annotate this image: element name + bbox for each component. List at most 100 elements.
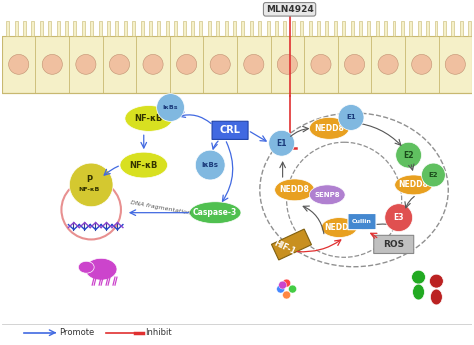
- Ellipse shape: [412, 284, 425, 300]
- Bar: [132, 21, 135, 36]
- Bar: [2, 36, 472, 93]
- Bar: [317, 21, 320, 36]
- Bar: [216, 21, 219, 36]
- Ellipse shape: [310, 185, 345, 205]
- Circle shape: [156, 93, 184, 121]
- Ellipse shape: [109, 55, 129, 74]
- Text: Inhibit: Inhibit: [145, 328, 172, 337]
- Bar: [351, 21, 354, 36]
- Text: E1: E1: [346, 115, 356, 120]
- Ellipse shape: [411, 55, 432, 74]
- Ellipse shape: [345, 55, 365, 74]
- Circle shape: [411, 270, 426, 284]
- Bar: [31, 21, 35, 36]
- Text: NEDD8: NEDD8: [399, 180, 428, 189]
- Bar: [208, 21, 211, 36]
- Circle shape: [269, 130, 294, 156]
- Ellipse shape: [378, 55, 398, 74]
- Ellipse shape: [310, 117, 349, 139]
- Text: IκBs: IκBs: [163, 105, 178, 110]
- Ellipse shape: [321, 218, 357, 237]
- Bar: [48, 21, 51, 36]
- Bar: [124, 21, 127, 36]
- Circle shape: [385, 204, 412, 231]
- Bar: [292, 21, 295, 36]
- Bar: [225, 21, 228, 36]
- Ellipse shape: [430, 289, 442, 305]
- Circle shape: [279, 281, 287, 289]
- Ellipse shape: [42, 55, 63, 74]
- Bar: [149, 21, 152, 36]
- Ellipse shape: [275, 179, 314, 201]
- Bar: [200, 21, 202, 36]
- Text: IκBs: IκBs: [202, 162, 219, 168]
- Bar: [241, 21, 245, 36]
- Bar: [99, 21, 101, 36]
- Circle shape: [338, 105, 364, 130]
- Bar: [57, 21, 60, 36]
- Ellipse shape: [125, 106, 173, 131]
- FancyBboxPatch shape: [348, 214, 376, 230]
- Bar: [367, 21, 370, 36]
- Bar: [410, 21, 412, 36]
- Bar: [275, 21, 278, 36]
- Bar: [451, 21, 454, 36]
- Ellipse shape: [143, 55, 163, 74]
- Text: E3: E3: [393, 213, 404, 222]
- Text: P: P: [86, 176, 92, 185]
- Text: NEDD8: NEDD8: [324, 223, 354, 232]
- Bar: [418, 21, 421, 36]
- Ellipse shape: [277, 55, 298, 74]
- Ellipse shape: [311, 55, 331, 74]
- Text: E2: E2: [403, 151, 414, 160]
- Bar: [258, 21, 261, 36]
- Ellipse shape: [78, 261, 94, 273]
- Ellipse shape: [210, 55, 230, 74]
- Circle shape: [283, 291, 291, 299]
- Ellipse shape: [120, 152, 168, 178]
- Bar: [250, 21, 253, 36]
- Ellipse shape: [244, 55, 264, 74]
- Bar: [233, 21, 236, 36]
- Bar: [116, 21, 118, 36]
- Ellipse shape: [395, 175, 432, 195]
- Text: NF-κB: NF-κB: [135, 114, 163, 123]
- Bar: [6, 21, 9, 36]
- Ellipse shape: [85, 258, 117, 280]
- Bar: [157, 21, 160, 36]
- Text: Cullin: Cullin: [352, 219, 372, 224]
- Bar: [392, 21, 395, 36]
- Bar: [107, 21, 110, 36]
- Text: NEDD8: NEDD8: [314, 124, 344, 133]
- Bar: [90, 21, 93, 36]
- Bar: [73, 21, 76, 36]
- Bar: [401, 21, 404, 36]
- Text: ROS: ROS: [383, 240, 404, 249]
- Bar: [82, 21, 85, 36]
- Bar: [65, 21, 68, 36]
- Ellipse shape: [76, 55, 96, 74]
- Bar: [468, 21, 471, 36]
- Bar: [40, 21, 43, 36]
- Bar: [15, 21, 18, 36]
- Bar: [426, 21, 429, 36]
- Bar: [342, 21, 345, 36]
- Circle shape: [396, 142, 421, 168]
- Text: Caspase-3: Caspase-3: [193, 208, 237, 217]
- Bar: [309, 21, 311, 36]
- Bar: [266, 21, 270, 36]
- Circle shape: [289, 285, 297, 293]
- Ellipse shape: [9, 55, 29, 74]
- Bar: [334, 21, 337, 36]
- Circle shape: [421, 163, 445, 187]
- Ellipse shape: [176, 55, 197, 74]
- Text: NF-κB: NF-κB: [129, 160, 158, 169]
- Circle shape: [283, 279, 291, 287]
- Circle shape: [429, 274, 443, 288]
- Bar: [191, 21, 194, 36]
- Bar: [23, 21, 26, 36]
- Bar: [283, 21, 286, 36]
- Text: SENP8: SENP8: [314, 192, 340, 198]
- Text: E1: E1: [276, 139, 287, 148]
- Bar: [182, 21, 186, 36]
